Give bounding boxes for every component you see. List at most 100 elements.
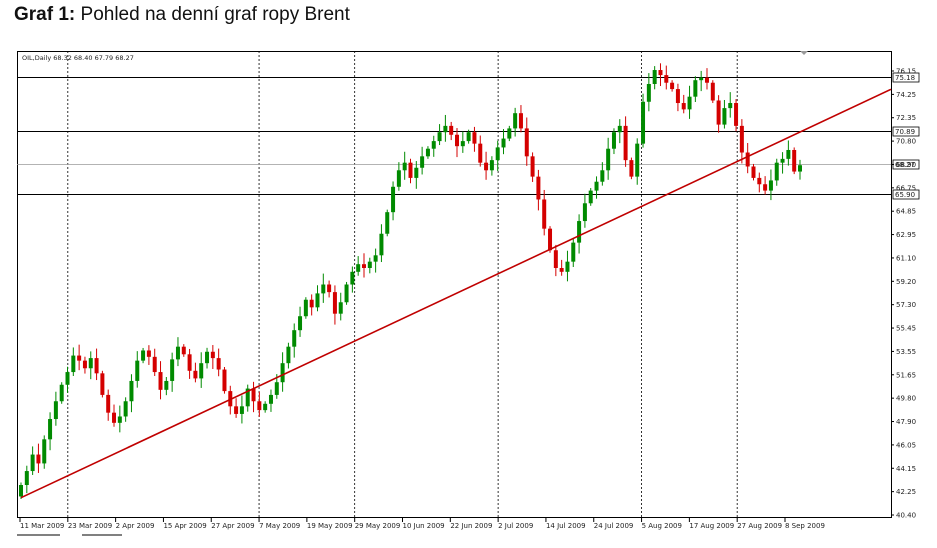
caption-label: Graf 1: <box>14 4 76 25</box>
candle-body <box>303 299 308 317</box>
level-label: 68.27 <box>895 161 915 169</box>
candle-body <box>646 83 651 102</box>
y-tick-label: 55.45 <box>896 325 916 333</box>
candle-body <box>187 354 192 371</box>
candle-body <box>338 302 343 314</box>
y-tick-label: 68.90 <box>896 161 916 169</box>
x-tick-label: 8 Sep 2009 <box>785 522 825 530</box>
candle-body <box>222 369 227 392</box>
x-tick-label: 14 Jul 2009 <box>546 522 586 530</box>
candle-body <box>402 162 407 171</box>
candle-body <box>42 439 47 464</box>
candle-body <box>484 162 489 171</box>
candle-body <box>513 113 518 129</box>
x-tick-label: 10 Jun 2009 <box>403 522 445 530</box>
candle-body <box>239 406 244 414</box>
y-tick-label: 59.20 <box>896 278 916 286</box>
candle-body <box>704 77 709 83</box>
ohlc-readout: OIL,Daily 68.32 68.40 67.79 68.27 <box>22 54 134 62</box>
candle-body <box>361 264 366 269</box>
candle-body <box>763 184 768 191</box>
candle-body <box>594 181 599 191</box>
candle-body <box>600 170 605 182</box>
candle-body <box>699 77 704 81</box>
y-tick-label: 44.15 <box>896 465 916 473</box>
y-tick-label: 66.75 <box>896 184 916 192</box>
candle-body <box>373 255 378 262</box>
candle-body <box>658 70 663 76</box>
y-tick-label: 42.25 <box>896 488 916 496</box>
candle-body <box>94 358 99 374</box>
candle-body <box>693 80 698 97</box>
candle-body <box>152 356 157 373</box>
candle-body <box>321 284 326 294</box>
y-tick-label: 72.35 <box>896 114 916 122</box>
candle-body <box>106 394 111 413</box>
candle-body <box>518 113 523 129</box>
candle-body <box>19 485 23 497</box>
x-tick-label: 19 May 2009 <box>307 522 353 530</box>
x-tick-label: 15 Apr 2009 <box>163 522 206 530</box>
candle-body <box>577 221 582 243</box>
candle-body <box>59 384 64 402</box>
y-tick-label: 51.65 <box>896 371 916 379</box>
x-tick-label: 7 May 2009 <box>259 522 300 530</box>
y-tick-label: 62.95 <box>896 231 916 239</box>
x-tick-label: 23 Mar 2009 <box>68 522 112 530</box>
candle-body <box>205 351 210 364</box>
candle-body <box>199 363 204 379</box>
candle-body <box>780 158 785 163</box>
candle-body <box>716 100 721 125</box>
candle-body <box>501 138 506 148</box>
candle-body <box>675 89 680 104</box>
y-tick-label: 49.80 <box>896 395 916 403</box>
candle-body <box>681 103 686 110</box>
candle-body <box>53 401 58 420</box>
y-tick-label: 40.40 <box>896 512 916 520</box>
candle-body <box>379 233 384 256</box>
trendline <box>20 88 892 499</box>
candle-body <box>268 394 273 404</box>
y-axis: 76.15 74.25 72.35 70.80 68.90 66.75 64.85 62.95… <box>891 68 916 520</box>
candle-body <box>606 148 611 171</box>
candle-body <box>385 212 390 234</box>
candle-body <box>82 360 87 369</box>
y-tick-label: 46.05 <box>896 441 916 449</box>
candle-body <box>641 101 646 144</box>
candle-body <box>524 128 529 157</box>
candle-body <box>425 148 430 157</box>
candle-body <box>786 149 791 159</box>
candle-body <box>472 132 477 144</box>
x-tick-label: 17 Aug 2009 <box>689 522 734 530</box>
level-label-box <box>892 126 920 137</box>
level-label: 75.18 <box>895 74 915 82</box>
candle-body <box>100 373 105 395</box>
candle-body <box>536 176 541 200</box>
candle-body <box>466 132 471 142</box>
candle-body <box>164 380 169 390</box>
x-tick-label: 24 Jul 2009 <box>594 522 634 530</box>
candle-body <box>327 284 332 293</box>
candle-body <box>350 271 355 285</box>
y-tick-label: 70.80 <box>896 138 916 146</box>
candle-body <box>757 177 762 185</box>
candle-body <box>24 471 29 486</box>
candle-body <box>751 166 756 178</box>
candle-body <box>734 103 739 126</box>
candle-body <box>670 82 675 90</box>
candle-body <box>216 358 221 370</box>
candle-body <box>257 401 262 411</box>
candle-body <box>263 403 268 411</box>
candle-body <box>571 242 576 262</box>
trendline-layer <box>20 88 892 499</box>
candle-body <box>664 75 669 83</box>
candle-body <box>542 199 547 229</box>
candle-body <box>280 363 285 383</box>
candle-body <box>722 108 727 125</box>
candle-body <box>315 293 320 308</box>
x-axis: 11 Mar 2009 23 Mar 2009 2 Apr 2009 15 Apr 2… <box>19 518 825 530</box>
candle-body <box>768 180 773 191</box>
level-layer: 75.18 70.89 68.27 65.90 <box>17 72 920 200</box>
candle-body <box>623 125 628 161</box>
